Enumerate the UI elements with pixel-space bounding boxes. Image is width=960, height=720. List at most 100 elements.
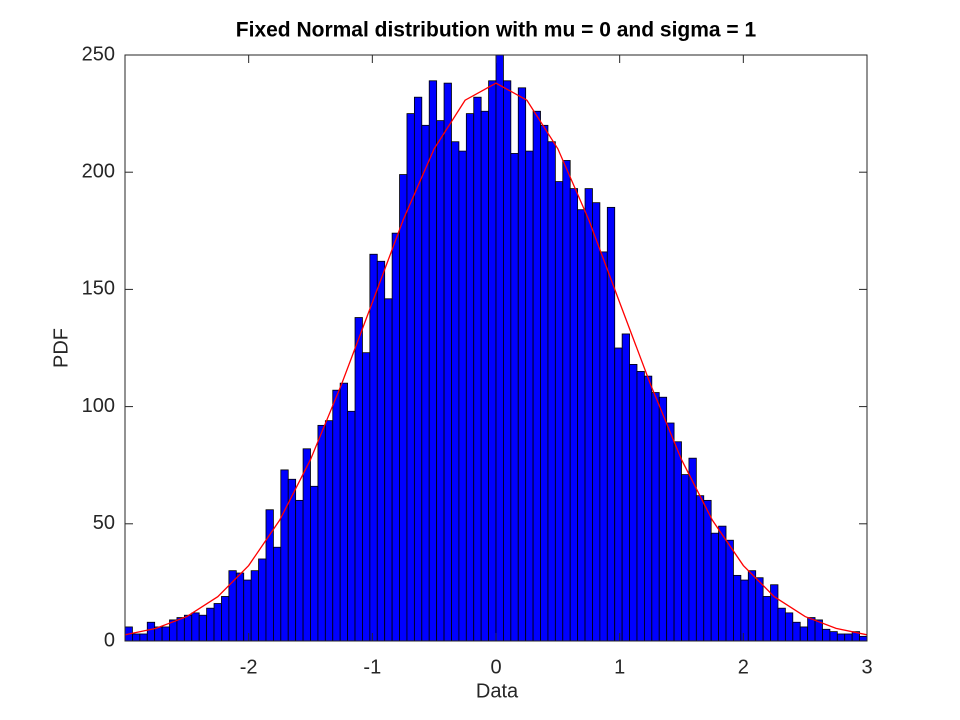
bar [161, 626, 170, 642]
bar [614, 347, 623, 642]
bar [636, 371, 645, 642]
bar [784, 612, 794, 642]
x-tick-label: 2 [738, 656, 749, 678]
bar [525, 150, 534, 642]
bar [213, 603, 222, 642]
x-tick-label: -2 [240, 656, 258, 678]
bar [747, 570, 757, 642]
bar [191, 612, 200, 642]
bar [584, 188, 593, 642]
bar [443, 82, 452, 642]
bar [436, 120, 445, 642]
bar [176, 617, 185, 642]
bar [265, 509, 274, 642]
bar [347, 410, 356, 642]
bar [332, 389, 341, 642]
bar [733, 574, 742, 642]
bar [807, 617, 816, 642]
bar [480, 110, 489, 642]
bar [243, 579, 252, 642]
y-tick-label: 200 [82, 160, 115, 182]
y-axis-label: PDF [50, 328, 72, 368]
bar [362, 352, 371, 642]
bar [755, 577, 764, 642]
bar [651, 392, 660, 642]
bar [681, 474, 690, 642]
bar [577, 209, 586, 642]
bar [592, 202, 601, 642]
bar [718, 525, 727, 642]
bar [206, 607, 215, 642]
y-tick-label: 50 [93, 512, 115, 534]
bar [399, 174, 408, 642]
bar [762, 596, 771, 642]
bar [310, 485, 319, 642]
bar [391, 232, 400, 642]
bar [406, 113, 415, 642]
bar [495, 54, 504, 642]
bar [569, 188, 579, 642]
bar [146, 621, 156, 642]
x-tick-label: 0 [490, 656, 501, 678]
bar [710, 532, 719, 642]
x-tick-label: -1 [363, 656, 381, 678]
bar [599, 251, 608, 642]
bar [154, 626, 163, 642]
bar [503, 80, 512, 642]
bar [695, 495, 705, 642]
bar [458, 150, 467, 642]
bar [139, 633, 148, 642]
bar [562, 160, 571, 642]
bar [792, 621, 801, 642]
bar [324, 420, 334, 642]
bar [132, 633, 141, 642]
bar [198, 614, 208, 642]
bar [473, 96, 482, 642]
bar [221, 596, 230, 642]
bar [777, 607, 786, 642]
bar [258, 558, 267, 642]
bar [517, 87, 527, 642]
bar [547, 141, 556, 642]
bar [510, 153, 519, 642]
bar [822, 628, 831, 642]
bar [317, 424, 326, 642]
bar [554, 181, 564, 642]
bar [629, 364, 638, 642]
bar [339, 382, 348, 642]
bar [799, 626, 809, 642]
bar [644, 375, 653, 642]
bar [703, 499, 712, 642]
bar [183, 614, 193, 642]
bar [250, 570, 259, 642]
bar [421, 124, 430, 642]
bar [658, 396, 668, 642]
bar [836, 633, 846, 642]
bar [740, 579, 749, 642]
bar [532, 110, 541, 642]
x-axis-label: Data [476, 680, 519, 702]
bar [488, 80, 497, 642]
bar [540, 124, 549, 642]
chart-title: Fixed Normal distribution with mu = 0 an… [236, 19, 757, 42]
bar [844, 633, 853, 642]
x-tick-label: 1 [614, 656, 625, 678]
y-tick-label: 250 [82, 43, 115, 65]
y-tick-label: 150 [82, 278, 115, 300]
bar [354, 317, 363, 642]
bar [280, 469, 289, 642]
bar [465, 113, 475, 642]
bar [666, 422, 675, 642]
x-tick-label: 3 [861, 656, 872, 678]
bar [302, 448, 311, 642]
bar [829, 631, 838, 642]
pdf-curve [124, 82, 868, 636]
bar [369, 253, 378, 642]
bar [376, 260, 386, 642]
bar [621, 333, 630, 642]
bar [287, 478, 297, 642]
bar [272, 546, 282, 642]
bar [384, 298, 393, 642]
bar [295, 499, 304, 642]
bar [235, 572, 245, 642]
